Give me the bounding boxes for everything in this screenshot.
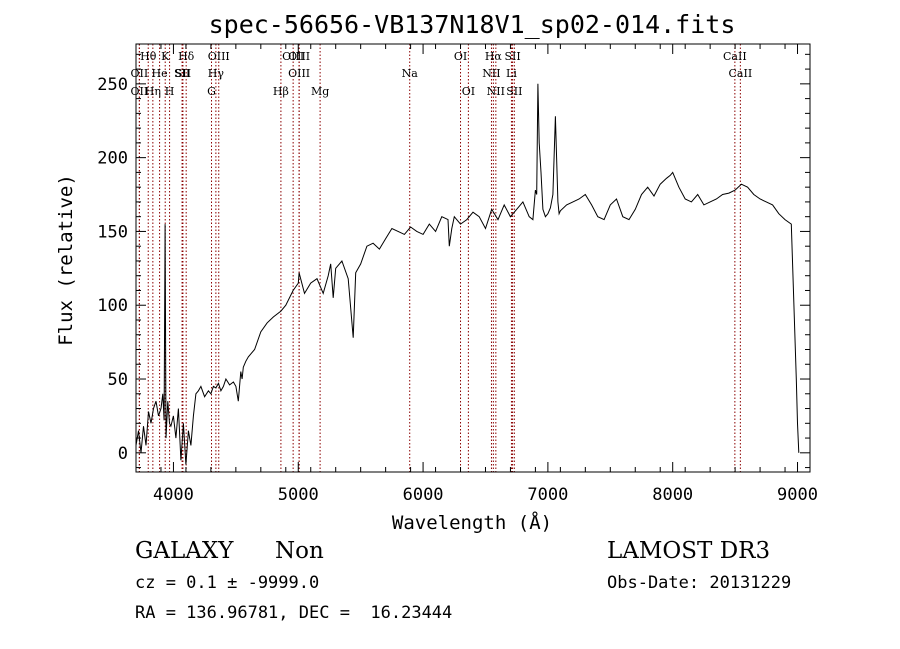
y-tick-label: 250: [97, 75, 128, 95]
series-line: [135, 83, 800, 465]
line-label: G: [207, 85, 216, 98]
x-tick-label: 5000: [278, 485, 319, 505]
plot-frame: [135, 43, 811, 473]
subclass-label: Non: [275, 538, 324, 564]
line-label: OIII: [288, 67, 310, 80]
x-tick-label: 4000: [153, 485, 194, 505]
line-label: OI: [462, 85, 475, 98]
line-label: OII: [131, 85, 149, 98]
spectrum-series: [135, 83, 800, 465]
line-label: K: [161, 50, 170, 63]
line-label: Li: [506, 67, 517, 80]
line-label: CaII: [729, 67, 753, 80]
line-label: Hγ: [208, 67, 225, 80]
survey-label: LAMOST DR3: [607, 538, 771, 564]
line-label: Na: [402, 67, 419, 80]
y-tick-label: 50: [108, 370, 128, 390]
y-tick-label: 100: [97, 296, 128, 316]
line-label: OI: [454, 50, 467, 63]
line-label: CaII: [723, 50, 747, 63]
cz-value: cz = 0.1 ± -9999.0: [135, 573, 320, 593]
line-label: SII: [506, 85, 522, 98]
line-label: Hα: [485, 50, 503, 63]
line-label: Mg: [311, 85, 329, 98]
line-label: Hθ: [140, 50, 157, 63]
y-tick-label: 200: [97, 149, 128, 169]
line-label: He: [152, 67, 168, 80]
chart-title: spec-56656-VB137N18V1_sp02-014.fits: [209, 10, 736, 39]
x-axis: 4000 5000 6000 7000 8000 9000: [135, 44, 818, 505]
line-label: SII: [504, 50, 520, 63]
line-label: OIII: [288, 50, 310, 63]
ra-dec: RA = 136.96781, DEC = 16.23444: [135, 603, 453, 623]
x-tick-label: 7000: [527, 485, 568, 505]
line-label: Hβ: [273, 85, 289, 98]
y-tick-label: 0: [118, 444, 128, 464]
obs-date: Obs-Date: 20131229: [607, 573, 792, 593]
y-axis-label: Flux (relative): [55, 174, 77, 346]
line-label: NII: [482, 67, 500, 80]
x-tick-label: 6000: [403, 485, 444, 505]
line-label: Hη: [145, 85, 161, 98]
line-label: H: [165, 85, 175, 98]
x-tick-label: 9000: [777, 485, 818, 505]
line-label: NII: [487, 85, 505, 98]
y-axis: 0 50 100 150 200 250: [97, 53, 810, 469]
line-label: SII: [174, 67, 190, 80]
x-axis-label: Wavelength (Å): [392, 511, 552, 534]
emission-line-markers: [138, 44, 741, 472]
line-label: Hδ: [178, 50, 195, 63]
line-label: OII: [131, 67, 149, 80]
class-label: GALAXY: [135, 538, 234, 564]
line-label: SII: [175, 67, 191, 80]
x-tick-label: 8000: [652, 485, 693, 505]
line-label: OIII: [208, 50, 230, 63]
y-tick-label: 150: [97, 222, 128, 242]
